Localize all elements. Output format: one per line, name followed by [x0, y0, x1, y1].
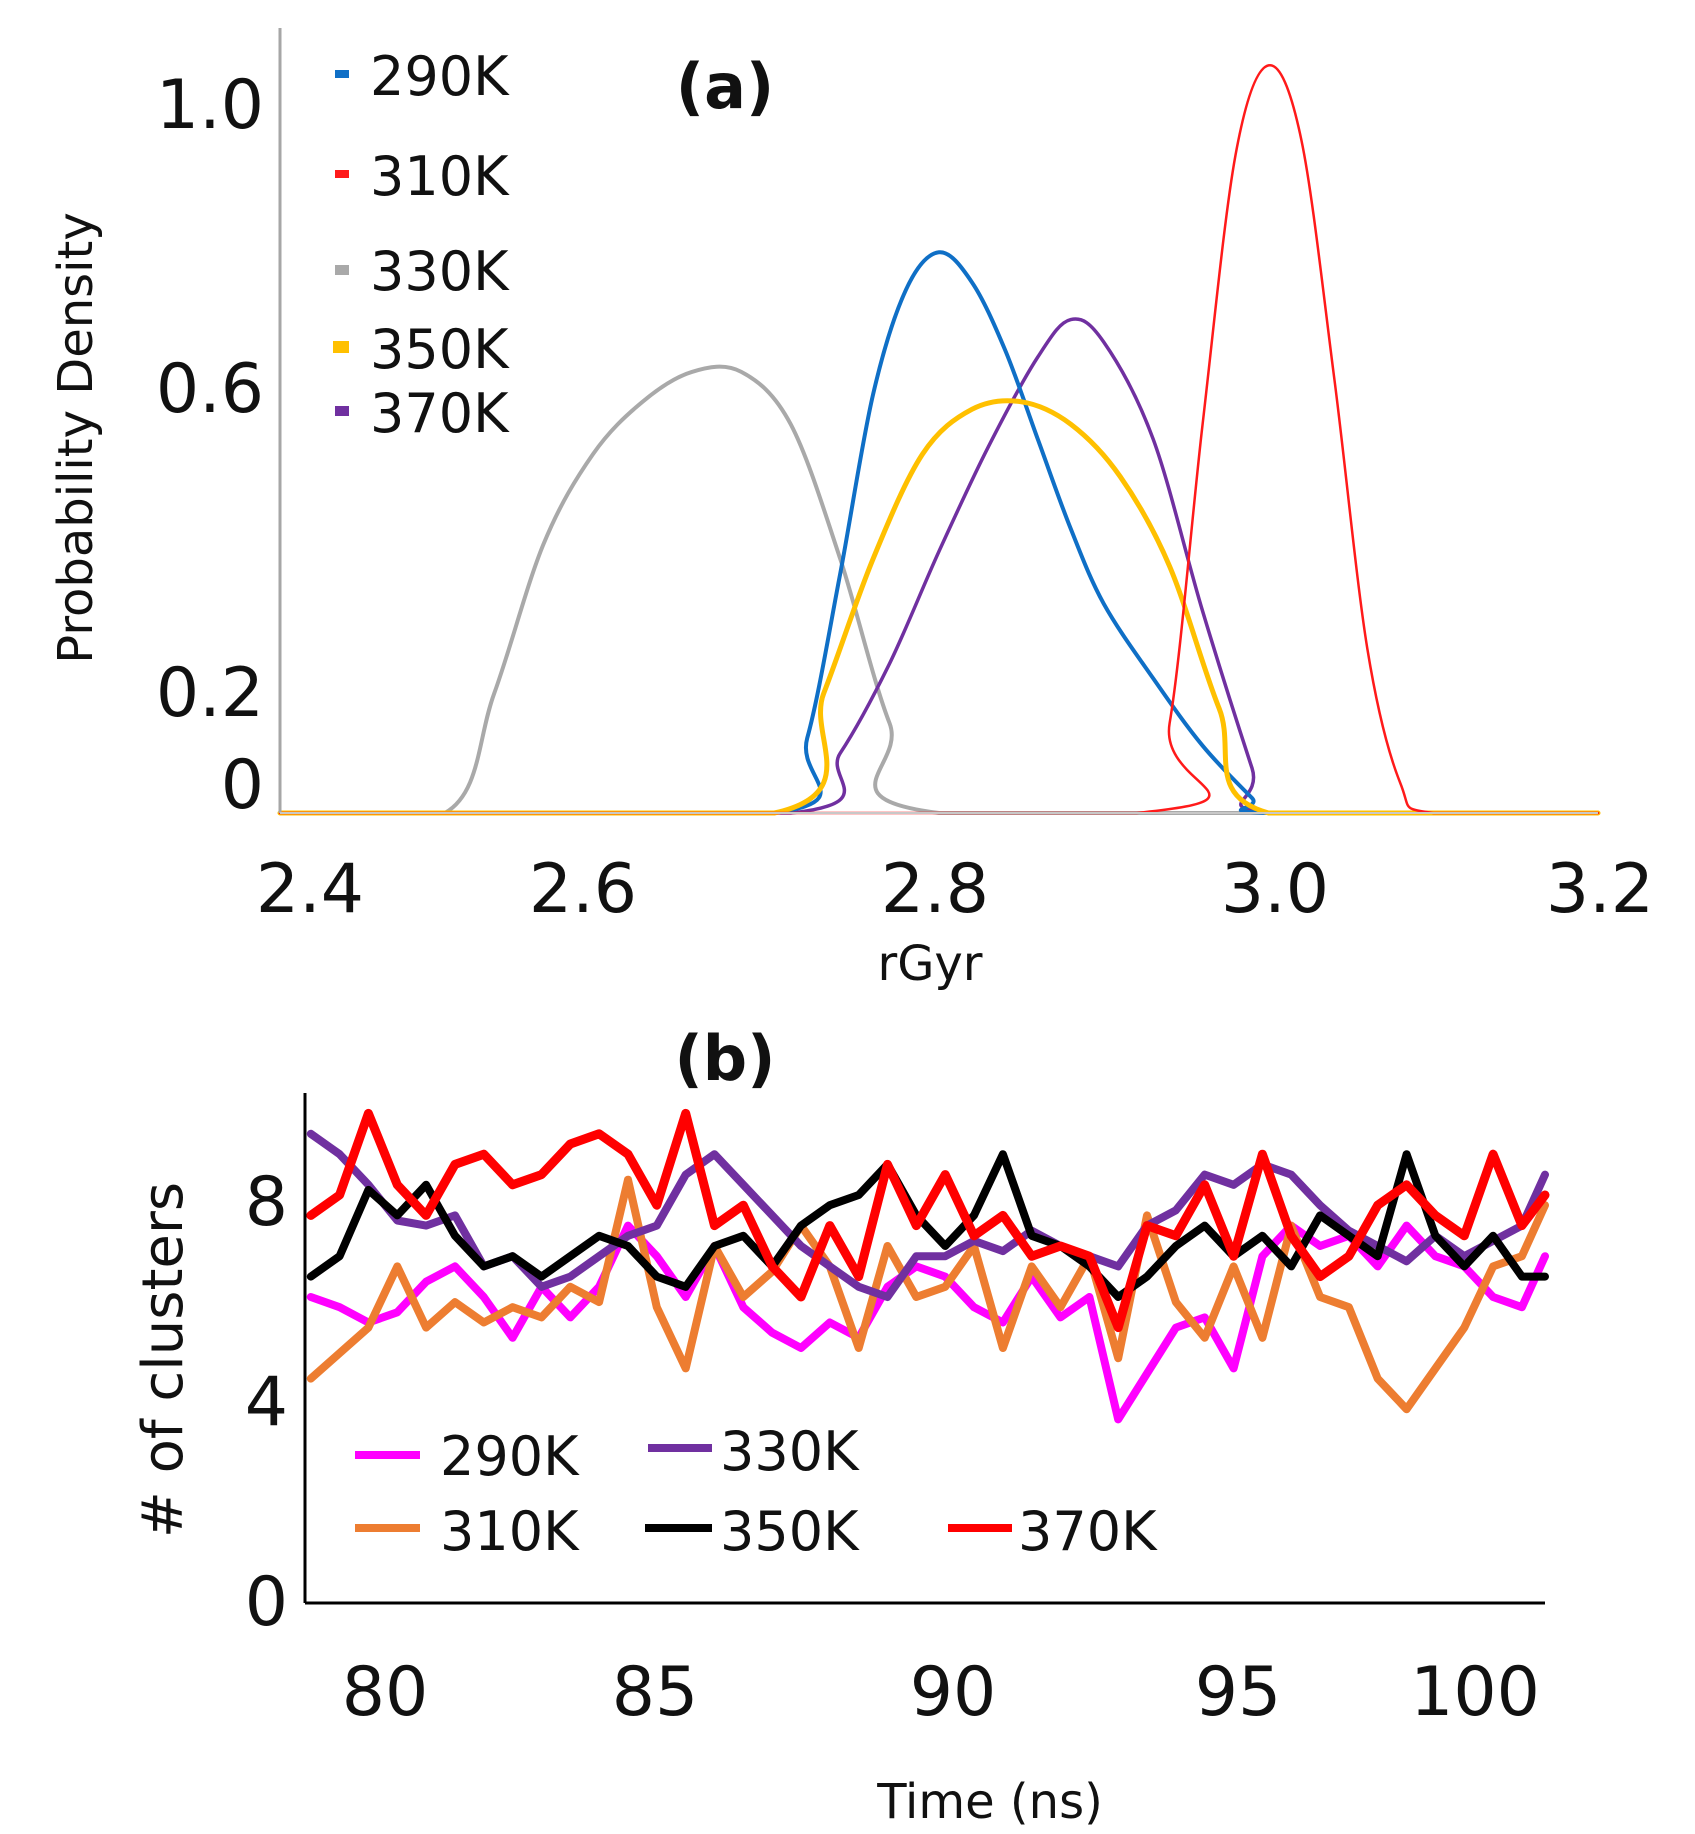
legend-label-310k: 310K	[440, 1500, 580, 1563]
series-line-350k	[306, 1150, 1549, 1301]
panel-b-y-tick: 8	[245, 1163, 288, 1242]
panel-a-title: (a)	[676, 50, 775, 123]
legend-entry-290k: 290K	[335, 45, 510, 108]
panel-a-y-tick: 0	[221, 746, 264, 825]
series-line-370k	[306, 1108, 1550, 1333]
legend-label-330k: 330K	[370, 240, 510, 303]
legend-entry-290k: 290K	[355, 1425, 580, 1488]
series-line-310k	[306, 1175, 1549, 1414]
panel-a-x-tick: 2.6	[529, 850, 637, 929]
legend-swatch-290k	[335, 70, 349, 78]
legend-label-290k: 290K	[370, 45, 510, 108]
legend-label-350k: 350K	[370, 318, 510, 381]
legend-label-330k: 330K	[720, 1420, 860, 1483]
series-line-290k	[306, 1221, 1549, 1424]
series-line-350k	[277, 398, 1601, 816]
legend-label-310k: 310K	[370, 145, 510, 208]
series-line-370k	[278, 317, 1600, 815]
panel-b-x-tick: 85	[612, 1653, 699, 1732]
panel-b: 80 85 90 95 100 0 4 8 Time (ns) # of clu…	[131, 1022, 1550, 1830]
panel-b-y-tick: 4	[245, 1363, 288, 1442]
panel-b-y-tick: 0	[245, 1563, 288, 1642]
legend-swatch-350k	[333, 341, 349, 353]
series-line-290k	[278, 250, 1600, 816]
legend-entry-310k: 310K	[355, 1500, 580, 1563]
panel-a-y-tick: 0.6	[156, 350, 264, 429]
panel-a-y-tick: 0.2	[156, 654, 264, 733]
legend-label-370k: 370K	[370, 382, 510, 445]
panel-b-plot-lines	[306, 1108, 1550, 1424]
panel-a-x-tick: 3.0	[1221, 850, 1329, 929]
legend-entry-310k: 310K	[335, 145, 510, 208]
panel-b-x-tick: 95	[1195, 1653, 1282, 1732]
legend-entry-370k: 370K	[335, 382, 510, 445]
panel-b-x-tick: 100	[1410, 1653, 1540, 1732]
panel-a-y-tick: 1.0	[156, 66, 264, 145]
legend-label-370k: 370K	[1018, 1500, 1158, 1563]
legend-swatch-330k	[335, 265, 349, 275]
panel-b-x-tick: 80	[342, 1653, 429, 1732]
panel-b-title: (b)	[674, 1022, 775, 1095]
legend-entry-330k: 330K	[648, 1420, 860, 1483]
legend-entry-350k: 350K	[333, 318, 510, 381]
panel-a-y-axis-label: Probability Density	[48, 212, 104, 663]
legend-label-290k: 290K	[440, 1425, 580, 1488]
legend-entry-330k: 330K	[335, 240, 510, 303]
panel-a-x-tick: 3.2	[1546, 850, 1654, 929]
legend-entry-350k: 350K	[645, 1500, 860, 1563]
panel-b-y-axis-label: # of clusters	[131, 1182, 196, 1538]
panel-a-x-tick: 2.8	[881, 850, 989, 929]
legend-entry-370k: 370K	[948, 1500, 1158, 1563]
panel-a-legend: 290K 310K 330K 350K 370K	[333, 45, 510, 445]
panel-b-legend: 290K 330K 310K 350K 370K	[355, 1420, 1158, 1563]
panel-a-x-tick: 2.4	[256, 850, 364, 929]
panel-a-x-axis-label: rGyr	[877, 936, 982, 992]
legend-swatch-310k	[335, 170, 349, 178]
panel-b-x-axis-label: Time (ns)	[876, 1774, 1103, 1830]
panel-b-x-tick: 90	[910, 1653, 997, 1732]
legend-swatch-370k	[335, 406, 349, 416]
legend-label-350k: 350K	[720, 1500, 860, 1563]
panel-a: 2.4 2.6 2.8 3.0 3.2 0 0.2 0.6 1.0 rGyr P…	[48, 28, 1654, 992]
